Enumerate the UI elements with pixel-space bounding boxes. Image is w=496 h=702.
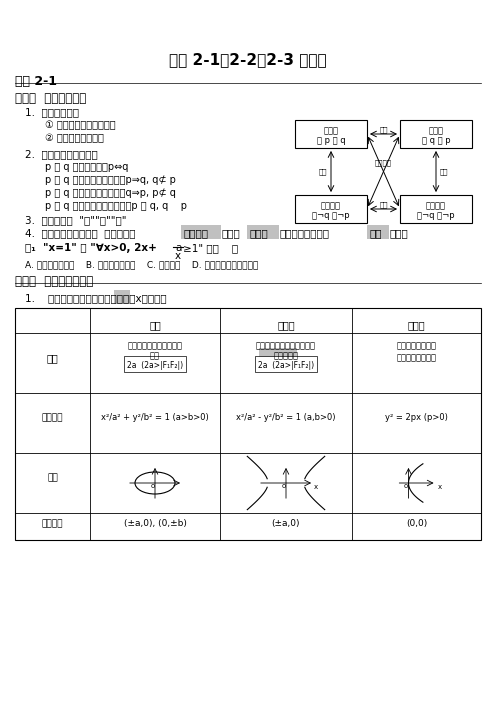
Text: 互否: 互否 [440, 168, 448, 175]
Text: p 是 q 的充要条件：p⇔q: p 是 q 的充要条件：p⇔q [45, 162, 128, 172]
FancyBboxPatch shape [367, 225, 389, 239]
Text: x²/a² - y²/b² = 1 (a,b>0): x²/a² - y²/b² = 1 (a,b>0) [236, 413, 336, 423]
Text: 1.  命题及其关系: 1. 命题及其关系 [25, 107, 79, 117]
Text: 3.  逻辑联结词  "或""且""非": 3. 逻辑联结词 "或""且""非" [25, 215, 126, 225]
Text: 逆否命题: 逆否命题 [321, 201, 341, 210]
Text: 标准方程: 标准方程 [42, 413, 63, 423]
Text: 互逆: 互逆 [379, 126, 388, 133]
Text: 逆否命题: 逆否命题 [426, 201, 446, 210]
Text: p 是 q 的必要不充分条件：q⇒p, p⊄ q: p 是 q 的必要不充分条件：q⇒p, p⊄ q [45, 188, 176, 198]
Text: 若¬q 则¬p: 若¬q 则¬p [312, 211, 350, 220]
Text: 互逆: 互逆 [379, 201, 388, 208]
Text: 顶点坐标: 顶点坐标 [42, 519, 63, 528]
FancyBboxPatch shape [247, 225, 279, 239]
Bar [400, 195, 472, 223]
Text: 常数: 常数 [150, 351, 160, 360]
Text: 原命题: 原命题 [323, 126, 338, 135]
Text: 选修 2-1、2-2、2-3 知识点: 选修 2-1、2-2、2-3 知识点 [169, 52, 327, 67]
Text: 椭圆: 椭圆 [149, 320, 161, 330]
Text: o: o [282, 483, 286, 489]
Text: p 是 q 的既充分不必要条件：p 罩 q, q    p: p 是 q 的既充分不必要条件：p 罩 q, q p [45, 201, 187, 211]
Text: x: x [437, 484, 441, 490]
Text: (±a,0): (±a,0) [272, 519, 300, 528]
Text: 1.    三种圆锥曲线的性质（以焦点在x轴为例）: 1. 三种圆锥曲线的性质（以焦点在x轴为例） [25, 293, 167, 303]
Text: 若 p 则 q: 若 p 则 q [316, 136, 345, 145]
Text: 否定形式: 否定形式 [183, 228, 208, 238]
Text: 第一章  常用逻辑用语: 第一章 常用逻辑用语 [15, 92, 86, 105]
Text: 与两个定点的距离差的绝对: 与两个定点的距离差的绝对 [256, 341, 316, 350]
FancyBboxPatch shape [259, 348, 297, 360]
Text: ① 四种命题相互间关系：: ① 四种命题相互间关系： [45, 120, 116, 130]
FancyBboxPatch shape [124, 356, 186, 372]
Text: ≥1" 的（    ）: ≥1" 的（ ） [183, 243, 238, 253]
Text: 反证法: 反证法 [249, 228, 268, 238]
Text: 的反设），主要是: 的反设），主要是 [280, 228, 330, 238]
Text: (±a,0), (0,±b): (±a,0), (0,±b) [124, 519, 186, 528]
FancyBboxPatch shape [181, 225, 221, 239]
Text: p 是 q 的充分不必要条件：p⇒q, q⊄ p: p 是 q 的充分不必要条件：p⇒q, q⊄ p [45, 175, 176, 185]
Text: 2a  (2a>|F₁F₂|): 2a (2a>|F₁F₂|) [258, 361, 314, 370]
Text: 互为逆否: 互为逆否 [375, 159, 392, 166]
Bar [400, 120, 472, 148]
Ellipse shape [135, 472, 175, 494]
Text: a: a [175, 243, 182, 253]
Text: 2.  充分条件与必要条件: 2. 充分条件与必要条件 [25, 149, 98, 159]
Bar [15, 308, 481, 540]
Text: 逆命题: 逆命题 [429, 126, 443, 135]
Bar [295, 195, 367, 223]
Text: 值等于常数: 值等于常数 [273, 351, 299, 360]
Text: 定义: 定义 [47, 353, 59, 363]
Text: 选修 2-1: 选修 2-1 [15, 75, 57, 88]
Text: ② 逆否命题同真同假: ② 逆否命题同真同假 [45, 133, 104, 143]
Text: 第二章  圆锥曲线与方程: 第二章 圆锥曲线与方程 [15, 275, 93, 288]
Text: 2a  (2a>|F₁F₂|): 2a (2a>|F₁F₂|) [127, 361, 183, 370]
Text: x²/a² + y²/b² = 1 (a>b>0): x²/a² + y²/b² = 1 (a>b>0) [101, 413, 209, 423]
Text: 与两个定点的距离和等于: 与两个定点的距离和等于 [127, 341, 183, 350]
Bar [295, 120, 367, 148]
Text: 4.  全称量词与存在量词  注意命题的: 4. 全称量词与存在量词 注意命题的 [25, 228, 135, 238]
Text: 双曲线: 双曲线 [277, 320, 295, 330]
Text: 量词: 量词 [369, 228, 381, 238]
Text: 图形: 图形 [47, 474, 58, 482]
Text: 定直线的距离相等: 定直线的距离相等 [396, 353, 436, 362]
Text: y² = 2px (p>0): y² = 2px (p>0) [385, 413, 448, 423]
FancyBboxPatch shape [255, 356, 317, 372]
Text: x: x [175, 251, 181, 261]
Text: 若 q 则 p: 若 q 则 p [422, 136, 450, 145]
Text: (0,0): (0,0) [406, 519, 427, 528]
Text: 例₁  "x=1" 是 "∀x>0, 2x+: 例₁ "x=1" 是 "∀x>0, 2x+ [25, 243, 157, 253]
Text: 的变化: 的变化 [390, 228, 409, 238]
Text: 与一个定点和一条: 与一个定点和一条 [396, 341, 436, 350]
Text: 若¬q 则¬p: 若¬q 则¬p [417, 211, 455, 220]
FancyBboxPatch shape [114, 290, 130, 304]
Text: o: o [403, 483, 408, 489]
Text: 抛物线: 抛物线 [408, 320, 425, 330]
Text: x: x [314, 484, 318, 490]
Text: （联系: （联系 [222, 228, 241, 238]
Text: o: o [151, 483, 155, 489]
Text: A. 充分不必要条件    B. 必要不充分条件    C. 充要条件    D. 既不充分也不必要条件: A. 充分不必要条件 B. 必要不充分条件 C. 充要条件 D. 既不充分也不必… [25, 260, 258, 269]
Text: 互否: 互否 [319, 168, 327, 175]
